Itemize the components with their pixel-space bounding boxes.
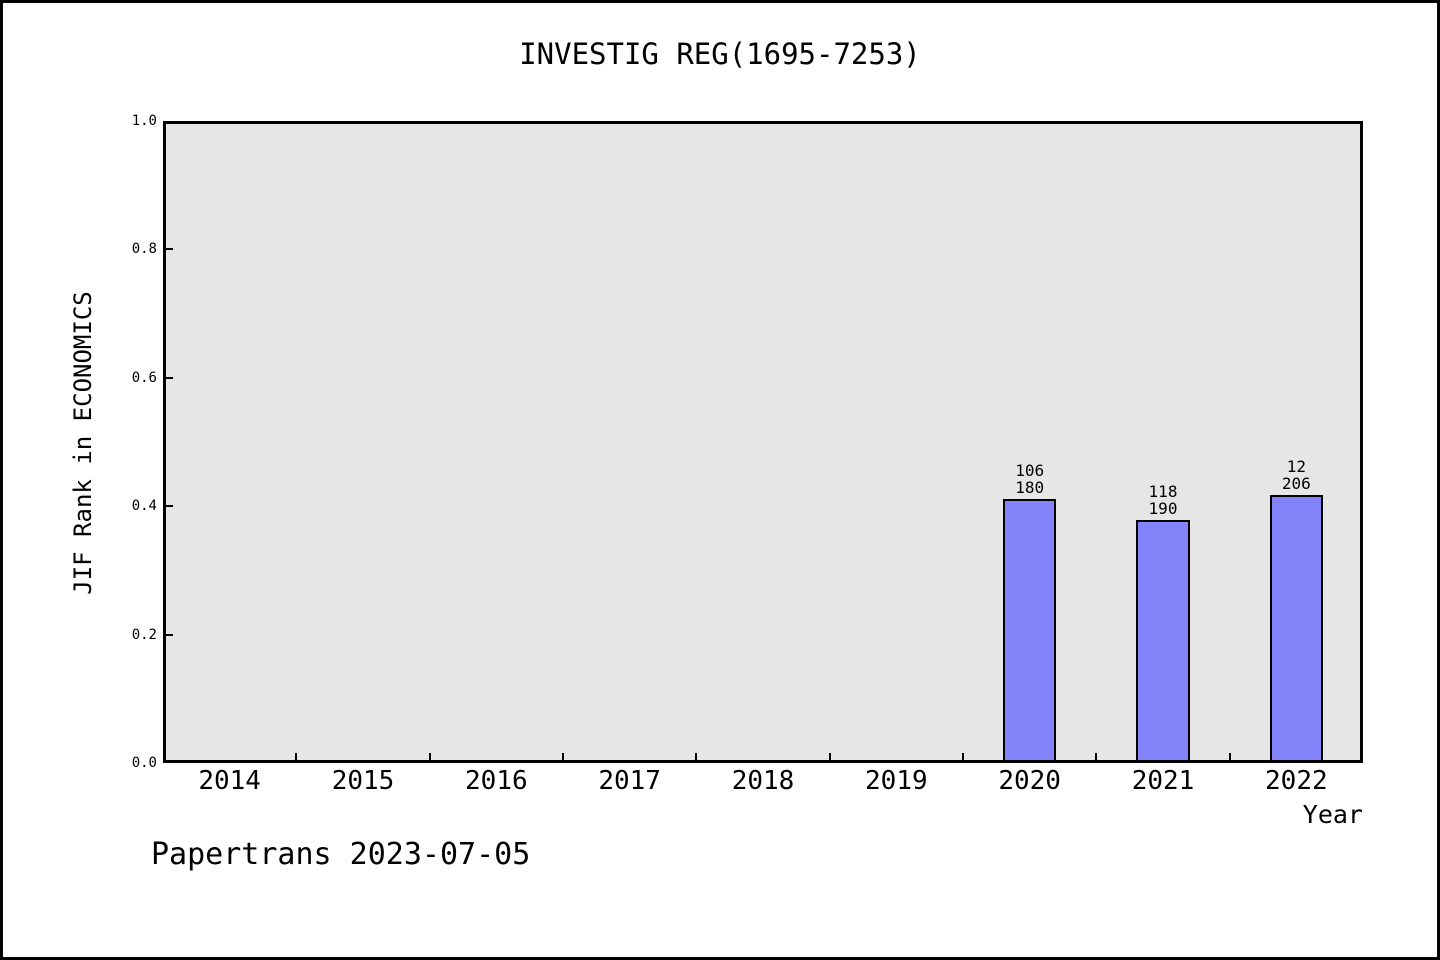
y-tick-label: 0.4 [131,498,157,515]
y-tick-label: 0.8 [131,241,157,258]
x-tick-mark [828,753,831,763]
x-axis-label: Year [1302,800,1363,829]
x-tick-mark [1228,753,1231,763]
x-tick-label: 2017 [598,766,661,796]
bar-value-label: 12 206 [1281,457,1311,494]
watermark-text: Papertrans 2023-07-05 [151,837,531,872]
y-tick-mark [163,633,173,636]
bar-2021 [1136,519,1190,763]
y-tick-mark [163,376,173,379]
x-tick-mark [962,753,964,763]
y-tick-mark [163,505,173,508]
x-tick-label: 2016 [465,766,528,796]
y-tick-label: 0.6 [131,369,157,386]
x-tick-label: 2014 [198,766,261,796]
y-tick-label: 1.0 [131,113,157,129]
y-tick-label: 0.2 [131,626,157,643]
x-tick-mark [562,753,564,763]
plot-area: 106 180 118 190 12 206 [163,121,1363,763]
x-tick-label: 2022 [1265,766,1328,796]
bar-2022 [1269,495,1323,763]
x-tick-label: 2015 [331,766,395,796]
x-tick-mark [695,753,698,763]
x-tick-label: 2018 [731,766,795,796]
bar-2020 [1003,499,1057,763]
y-tick-label: 0.0 [131,755,157,771]
y-axis-label: JIF Rank in ECONOMICS [69,291,97,595]
bar-value-label: 106 180 [1015,461,1045,498]
x-tick-label: 2020 [998,766,1061,796]
chart-title: INVESTIG REG(1695-7253) [519,37,921,71]
x-tick-mark [428,753,431,763]
x-tick-mark [295,753,298,763]
y-tick-mark [163,248,173,251]
x-tick-label: 2021 [1131,766,1195,796]
x-tick-mark [1095,753,1098,763]
x-tick-label: 2019 [865,766,928,796]
bar-value-label: 118 190 [1148,481,1178,518]
